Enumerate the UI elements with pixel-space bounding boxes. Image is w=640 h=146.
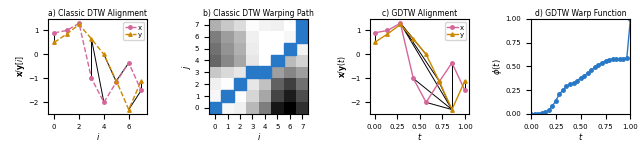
Y-axis label: $j$: $j$ (180, 64, 193, 69)
x (371, 32, 378, 34)
X-axis label: $t$: $t$ (417, 131, 422, 142)
x (397, 22, 404, 24)
y (51, 42, 58, 43)
Title: b) Classic DTW Warping Path: b) Classic DTW Warping Path (204, 9, 314, 18)
y (100, 54, 108, 55)
x (435, 81, 443, 83)
y (76, 24, 83, 25)
Line: x: x (372, 22, 467, 104)
x (138, 89, 145, 91)
Line: y: y (52, 23, 143, 111)
y (397, 24, 404, 25)
x (422, 101, 430, 103)
Bar (221, 90, 234, 102)
Bar (246, 66, 259, 78)
Title: c) GDTW Alignment: c) GDTW Alignment (382, 9, 458, 18)
y (63, 33, 70, 35)
Y-axis label: $\phi(t)$: $\phi(t)$ (491, 58, 504, 75)
Legend: x, y: x, y (123, 22, 144, 40)
x (125, 62, 132, 64)
y (410, 38, 417, 40)
Bar (234, 78, 246, 90)
Title: a) Classic DTW Alignment: a) Classic DTW Alignment (48, 9, 147, 18)
y (88, 38, 95, 40)
Bar (296, 19, 308, 31)
x (63, 30, 70, 31)
Bar (296, 31, 308, 43)
x (88, 78, 95, 79)
x (76, 22, 83, 24)
y (383, 33, 391, 35)
y (422, 54, 430, 55)
Line: x: x (52, 22, 143, 104)
x (100, 101, 108, 103)
y (435, 80, 443, 82)
X-axis label: $i$: $i$ (95, 131, 100, 142)
Bar (209, 102, 221, 114)
x (461, 89, 468, 91)
x (113, 81, 120, 83)
y (461, 80, 468, 82)
Bar (259, 66, 271, 78)
Y-axis label: $\mathbf{x}/\mathbf{y}[i]$: $\mathbf{x}/\mathbf{y}[i]$ (13, 55, 26, 77)
Line: y: y (372, 23, 467, 111)
y (113, 80, 120, 82)
Bar (271, 55, 284, 66)
X-axis label: $i$: $i$ (257, 131, 261, 142)
y (371, 42, 378, 43)
y (448, 109, 456, 110)
y (138, 80, 145, 82)
x (448, 62, 456, 64)
x (383, 30, 391, 31)
X-axis label: $t$: $t$ (578, 131, 584, 142)
Legend: x, y: x, y (445, 22, 466, 40)
Bar (284, 43, 296, 55)
Y-axis label: $\mathbf{x}/\mathbf{y}(t)$: $\mathbf{x}/\mathbf{y}(t)$ (335, 55, 349, 78)
y (125, 109, 132, 110)
Title: d) GDTW Warp Function: d) GDTW Warp Function (535, 9, 627, 18)
x (51, 32, 58, 34)
x (410, 78, 417, 79)
